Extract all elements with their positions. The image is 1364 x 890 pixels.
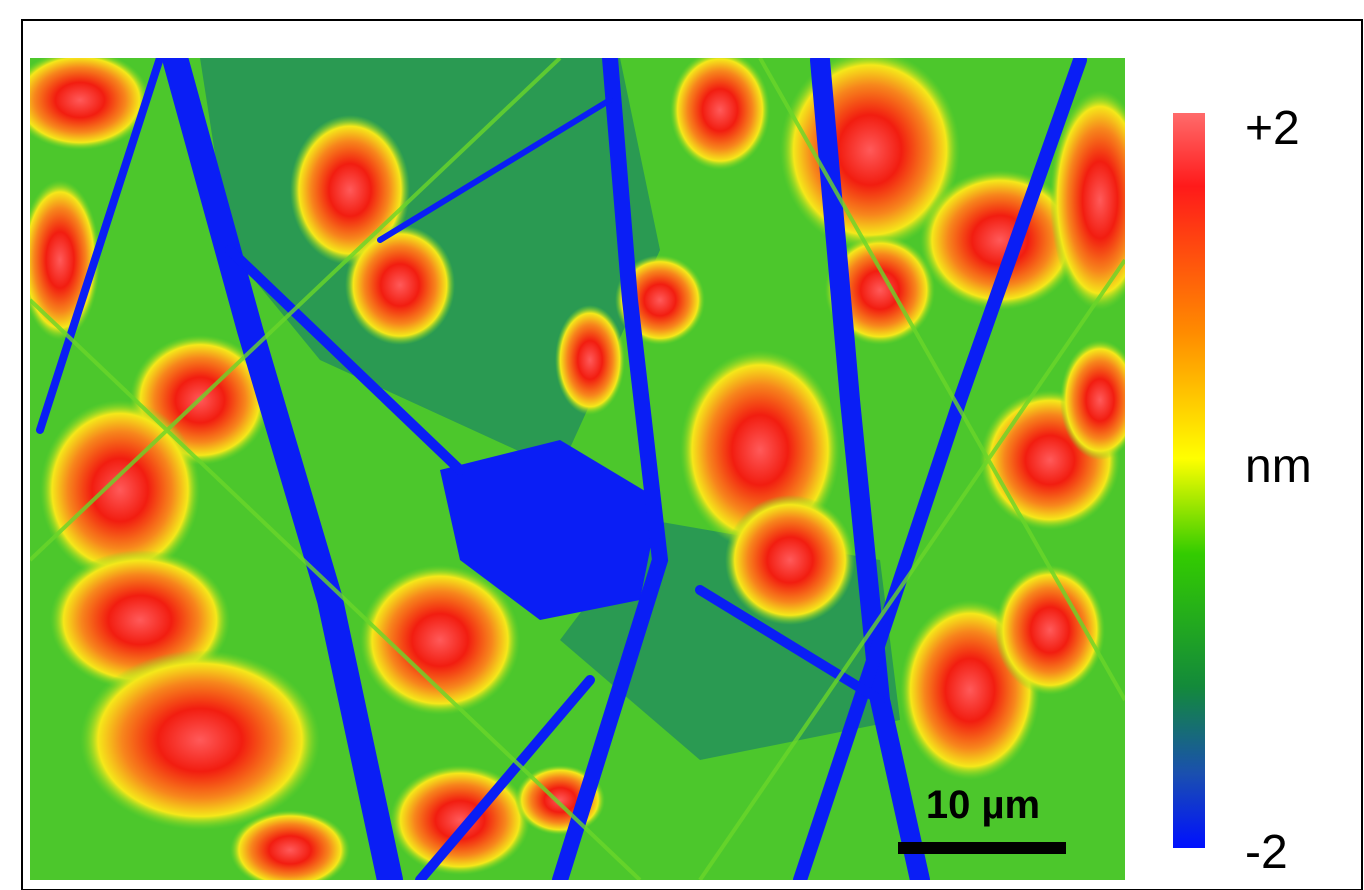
scale-bar-label: 10 µm (926, 783, 1040, 827)
colorbar-min-label: -2 (1245, 826, 1288, 879)
colorbar (1173, 113, 1205, 848)
height-map (10, 50, 1150, 890)
colorbar-unit: nm (1245, 440, 1312, 493)
figure: 10 µm +2 nm -2 (0, 0, 1364, 890)
page: 10 µm +2 nm -2 (() => { const data = JSO… (0, 0, 1364, 890)
colorbar-max-label: +2 (1245, 102, 1300, 155)
